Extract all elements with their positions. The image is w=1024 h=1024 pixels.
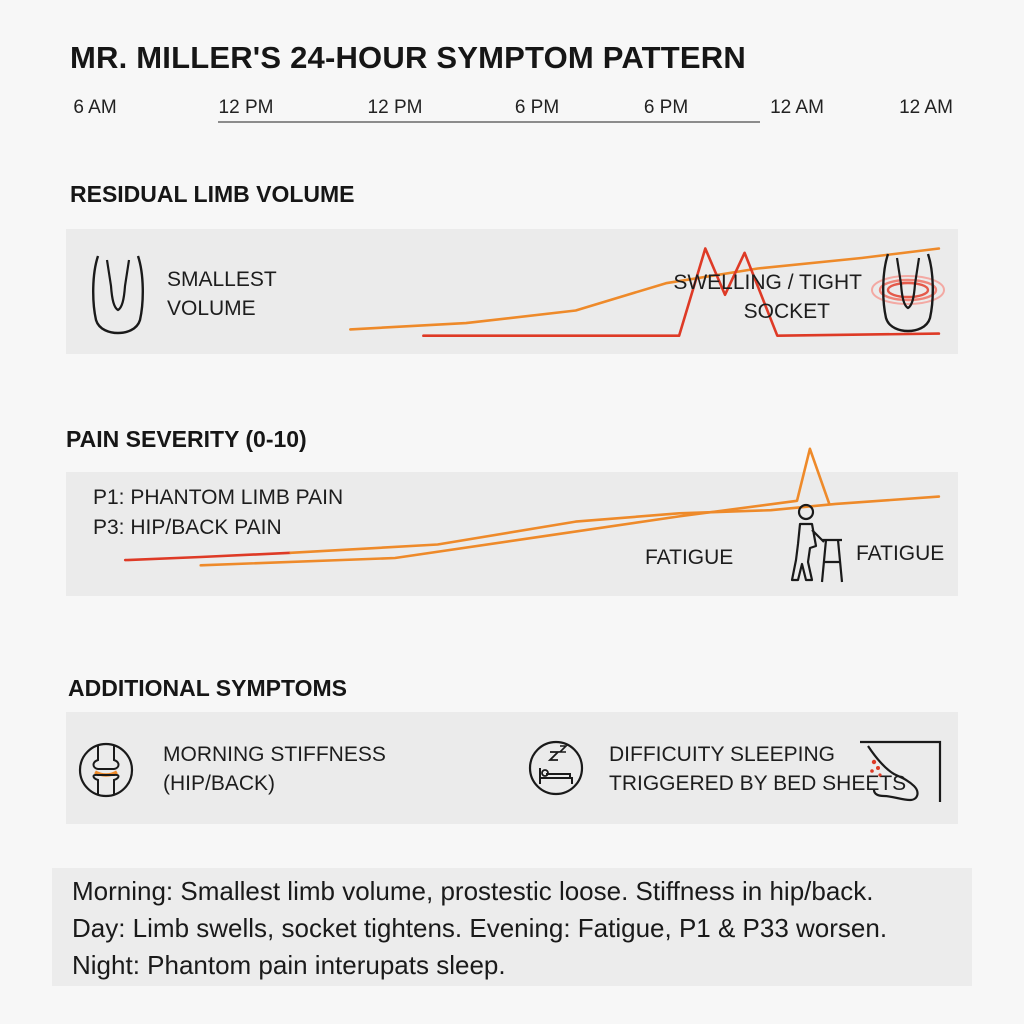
label-line: (HIP/BACK)	[163, 772, 276, 795]
pain-label-p3: P3: HIP/BACK PAIN	[93, 516, 282, 539]
sleep-bed-icon	[528, 740, 584, 796]
bed-sheet-foot-icon	[860, 740, 942, 802]
label-line: DIFFICUITY SLEEPING	[609, 743, 835, 766]
summary-line-night: Night: Phantom pain interupats sleep.	[72, 950, 506, 980]
label-line: TRIGGERED BY BED SHEETS	[609, 772, 907, 795]
timeline-tick: 6 PM	[643, 97, 689, 118]
series-line-0	[123, 551, 292, 562]
knee-joint-icon	[78, 742, 134, 798]
fatigue-label-2: FATIGUE	[856, 542, 945, 565]
series-line-2	[199, 447, 831, 567]
timeline-tick: 12 PM	[367, 97, 423, 118]
label-line: SMALLEST	[167, 268, 277, 291]
person-with-walker-icon	[790, 503, 844, 583]
additional-title: ADDITIONAL SYMPTOMS	[68, 675, 347, 701]
series-line-1	[289, 495, 941, 555]
morning-stiffness-label: MORNING STIFFNESS (HIP/BACK)	[163, 740, 386, 798]
summary-line-morning: Morning: Smallest limb volume, prostesti…	[72, 876, 874, 906]
additional-panel	[66, 712, 958, 824]
page-title: MR. MILLER'S 24-HOUR SYMPTOM PATTERN	[70, 40, 746, 75]
limb-volume-left-label: SMALLEST VOLUME	[167, 265, 277, 323]
label-line: MORNING STIFFNESS	[163, 743, 386, 766]
timeline-bar	[218, 121, 760, 123]
limb-volume-panel	[66, 229, 958, 354]
series-line-1	[422, 247, 941, 337]
summary-box: Morning: Smallest limb volume, prostesti…	[52, 868, 972, 986]
fatigue-label: FATIGUE	[645, 546, 734, 569]
label-line: VOLUME	[167, 297, 256, 320]
timeline-tick: 12 PM	[218, 97, 274, 118]
label-line: SOCKET	[743, 300, 830, 323]
timeline-tick: 6 PM	[514, 97, 560, 118]
pain-panel	[66, 472, 958, 596]
label-line: SWELLING / TIGHT	[673, 271, 862, 294]
timeline-tick: 12 AM	[770, 97, 824, 118]
timeline-tick: 12 AM	[899, 97, 953, 118]
pain-chart	[123, 447, 941, 567]
residual-limb-icon	[92, 255, 144, 335]
limb-volume-title: RESIDUAL LIMB VOLUME	[70, 181, 355, 207]
summary-line-day: Day: Limb swells, socket tightens. Eveni…	[72, 913, 888, 943]
pain-label-p1: P1: PHANTOM LIMB PAIN	[93, 486, 344, 509]
limb-volume-chart	[348, 247, 941, 337]
swollen-limb-icon	[871, 253, 945, 333]
difficulty-sleeping-label: DIFFICUITY SLEEPING TRIGGERED BY BED SHE…	[609, 740, 906, 798]
series-line-0	[348, 247, 941, 331]
pain-title: PAIN SEVERITY (0-10)	[66, 426, 307, 452]
timeline-tick: 6 AM	[73, 97, 117, 118]
limb-volume-right-label: SWELLING / TIGHT SOCKET	[620, 268, 862, 326]
